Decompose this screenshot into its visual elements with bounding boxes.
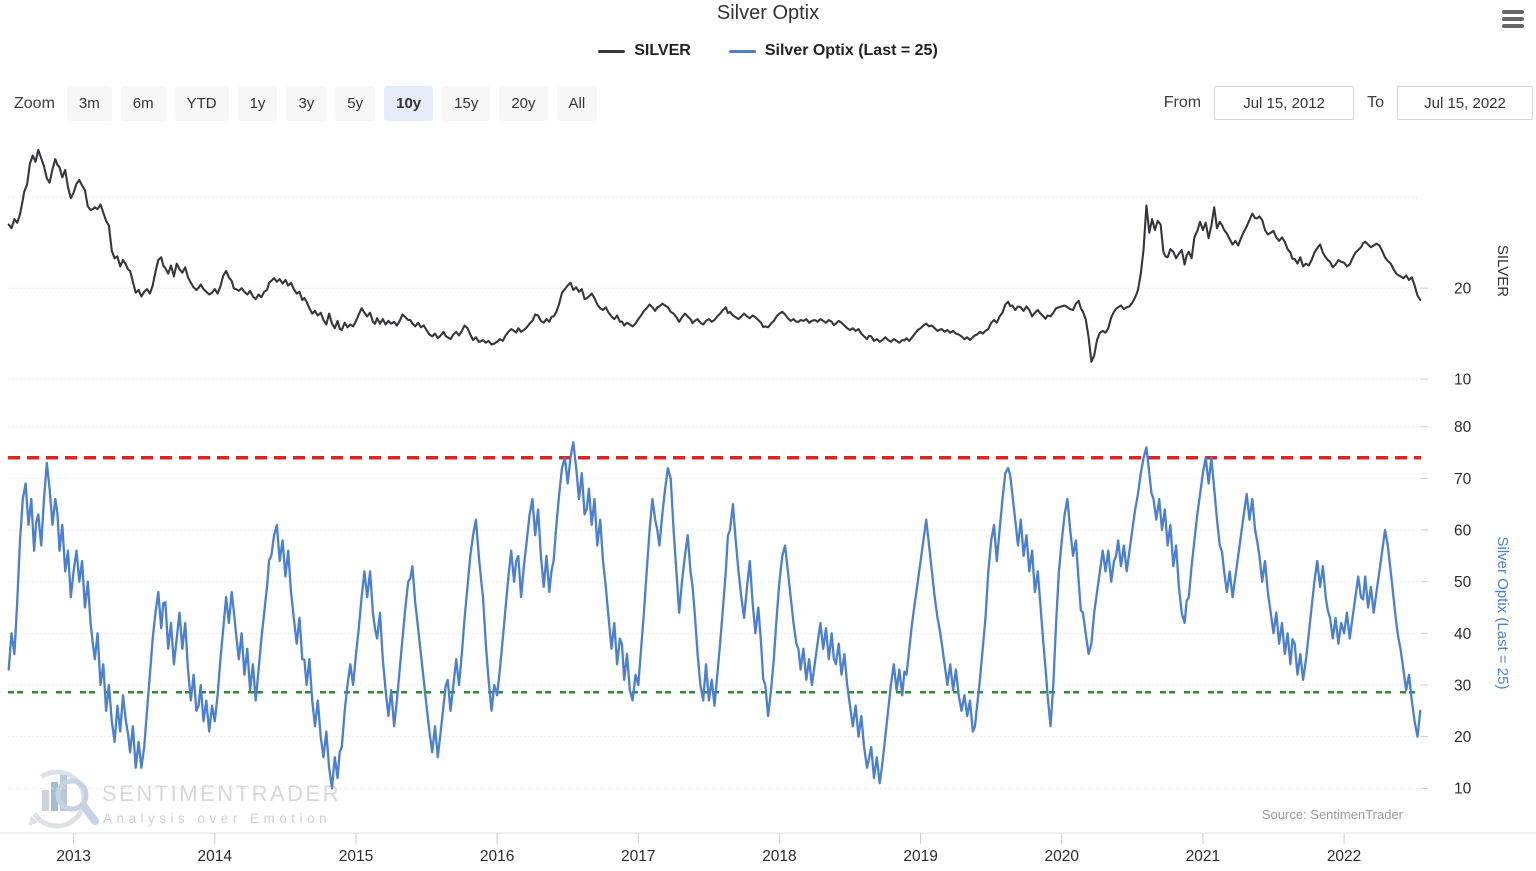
date-range-group: From To — [1164, 86, 1533, 120]
x-tick-label: 2015 — [339, 848, 373, 865]
legend-label-optix: Silver Optix (Last = 25) — [764, 42, 938, 59]
watermark-magnifier-icon — [55, 778, 89, 812]
to-label: To — [1367, 94, 1384, 111]
watermark-arrow — [29, 816, 38, 826]
zoom-button-15y[interactable]: 15y — [442, 86, 491, 121]
silver-axis-title: SILVER — [1494, 245, 1511, 297]
zoom-button-ytd[interactable]: YTD — [174, 86, 229, 121]
series-lines — [7, 148, 1422, 790]
x-tick-label: 2020 — [1045, 848, 1080, 865]
gridlines — [8, 196, 1421, 789]
zoom-button-6m[interactable]: 6m — [120, 86, 166, 121]
x-tick-label: 2022 — [1327, 848, 1361, 865]
x-tick-label: 2017 — [621, 848, 655, 865]
legend-label-silver: SILVER — [634, 42, 691, 59]
zoom-button-5y[interactable]: 5y — [335, 86, 376, 121]
zoom-button-all[interactable]: All — [556, 86, 598, 121]
watermark-ring — [27, 769, 87, 829]
zoom-button-10y[interactable]: 10y — [384, 86, 434, 121]
y-tick-label: 20 — [1454, 729, 1472, 746]
y-tick-label: 30 — [1454, 677, 1472, 694]
watermark-wordmark: SENTIMENTRADER — [102, 781, 341, 806]
y-tick-label: 20 — [1454, 281, 1472, 298]
x-tick-label: 2019 — [903, 848, 937, 865]
source-credit: Source: SentimenTrader — [1262, 807, 1404, 822]
legend-item-optix[interactable]: Silver Optix (Last = 25) — [728, 42, 938, 60]
optix-axis-title: Silver Optix (Last = 25) — [1494, 537, 1511, 690]
silver-price-line — [7, 148, 1422, 363]
optix-line-swatch — [728, 49, 756, 53]
y-tick-label: 50 — [1454, 574, 1472, 591]
x-tick-label: 2021 — [1186, 848, 1220, 865]
y-tick-label: 80 — [1454, 419, 1472, 436]
x-tick-label: 2014 — [198, 848, 233, 865]
zoom-label: Zoom — [14, 94, 55, 112]
y-tick-label: 10 — [1454, 372, 1472, 389]
toolbar: Zoom 3m 6m YTD 1y 3y 5y 10y 15y 20y All … — [0, 86, 1536, 122]
y-tick-label: 10 — [1454, 781, 1472, 798]
chart-context-menu-icon[interactable] — [1502, 10, 1524, 31]
axes: 2013 2014 2015 2016 2017 2018 2019 2020 2021 2022… — [0, 281, 1536, 865]
to-date-input[interactable] — [1397, 86, 1533, 120]
legend-item-silver[interactable]: SILVER — [598, 42, 691, 60]
x-tick-label: 2013 — [56, 848, 90, 865]
from-date-input[interactable] — [1214, 86, 1355, 120]
threshold-lines — [8, 455, 1421, 694]
optix-line — [7, 441, 1422, 790]
x-tick-label: 2018 — [762, 848, 796, 865]
x-tick-label: 2016 — [480, 848, 514, 865]
zoom-button-3y[interactable]: 3y — [286, 86, 327, 121]
sentimentrader-watermark: SENTIMENTRADER Analysis over Emotion — [27, 769, 341, 829]
zoom-button-3m[interactable]: 3m — [66, 86, 112, 121]
silver-line-swatch — [598, 49, 626, 53]
zoom-group: Zoom 3m 6m YTD 1y 3y 5y 10y 15y 20y All — [14, 86, 598, 121]
page-title: Silver Optix — [716, 2, 820, 24]
from-label: From — [1163, 94, 1202, 111]
y-tick-label: 70 — [1454, 471, 1472, 488]
y-tick-label: 40 — [1454, 626, 1472, 643]
zoom-button-1y[interactable]: 1y — [237, 86, 278, 121]
legend: SILVER Silver Optix (Last = 25) — [0, 42, 1536, 60]
y-tick-label: 60 — [1454, 522, 1472, 539]
watermark-tagline: Analysis over Emotion — [103, 811, 331, 826]
zoom-button-20y[interactable]: 20y — [499, 86, 548, 121]
